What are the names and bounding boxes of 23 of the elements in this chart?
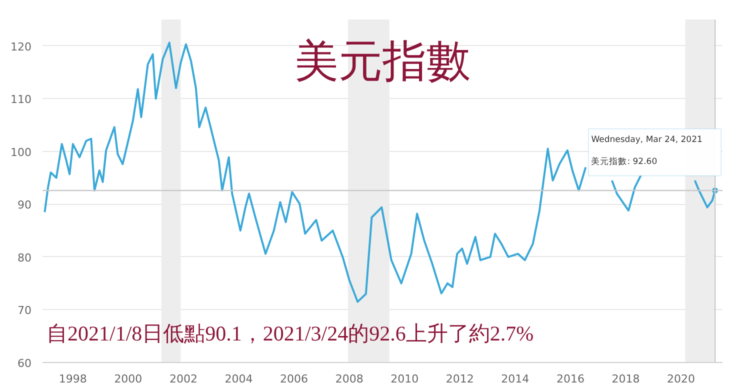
annotation: 自2021/1/8日低點90.1，2021/3/24的92.6上升了約2.7%: [46, 321, 534, 346]
x-tick-label: 2004: [224, 372, 253, 386]
y-tick-label: 90: [18, 198, 32, 212]
y-tick-label: 100: [10, 146, 32, 159]
x-tick-label: 2014: [501, 372, 530, 386]
chart-title: 美元指數: [294, 37, 470, 86]
y-tick-label: 120: [10, 40, 32, 54]
x-tick-label: 2002: [169, 372, 198, 386]
x-tick-label: 2018: [612, 372, 640, 386]
x-tick-label: 2006: [280, 372, 308, 386]
x-tick-label: 2000: [114, 372, 142, 386]
x-tick-label: 2016: [556, 372, 584, 386]
annotation: 美元指數: 92.60: [591, 156, 658, 167]
x-tick-label: 2008: [335, 372, 364, 386]
y-tick-label: 70: [18, 304, 32, 318]
y-tick-label: 110: [10, 93, 32, 106]
y-tick-label: 60: [18, 357, 32, 370]
y-tick-label: 80: [18, 251, 32, 264]
x-tick-label: 2012: [446, 372, 474, 386]
x-tick-label: 1998: [58, 372, 87, 386]
x-tick-label: 2020: [667, 372, 696, 386]
x-tick-label: 2010: [390, 372, 419, 386]
annotation: Wednesday, Mar 24, 2021: [591, 134, 702, 145]
